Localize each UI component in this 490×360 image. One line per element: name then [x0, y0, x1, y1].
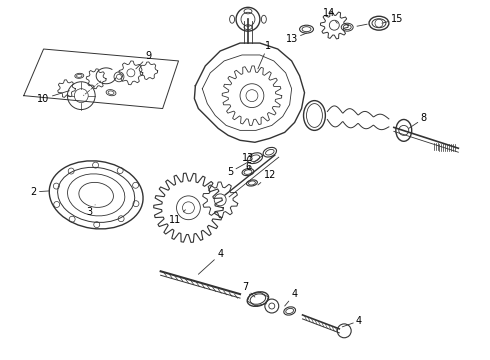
- Text: 7: 7: [242, 282, 255, 297]
- Text: 3: 3: [86, 205, 95, 217]
- Text: 11: 11: [170, 210, 185, 225]
- Text: 2: 2: [30, 187, 49, 197]
- Text: 4: 4: [198, 249, 223, 274]
- Text: 4: 4: [285, 289, 298, 306]
- Text: 9: 9: [136, 51, 152, 69]
- Text: 12: 12: [258, 170, 276, 185]
- Text: 13: 13: [286, 33, 307, 44]
- Text: 13: 13: [242, 153, 254, 170]
- Text: 10: 10: [37, 91, 70, 104]
- Text: 6: 6: [245, 155, 263, 172]
- Text: 8: 8: [409, 113, 427, 129]
- Text: 1: 1: [258, 41, 271, 69]
- Text: 15: 15: [382, 14, 403, 24]
- Text: 4: 4: [342, 316, 362, 327]
- Text: 14: 14: [323, 8, 337, 23]
- Text: 5: 5: [227, 162, 248, 177]
